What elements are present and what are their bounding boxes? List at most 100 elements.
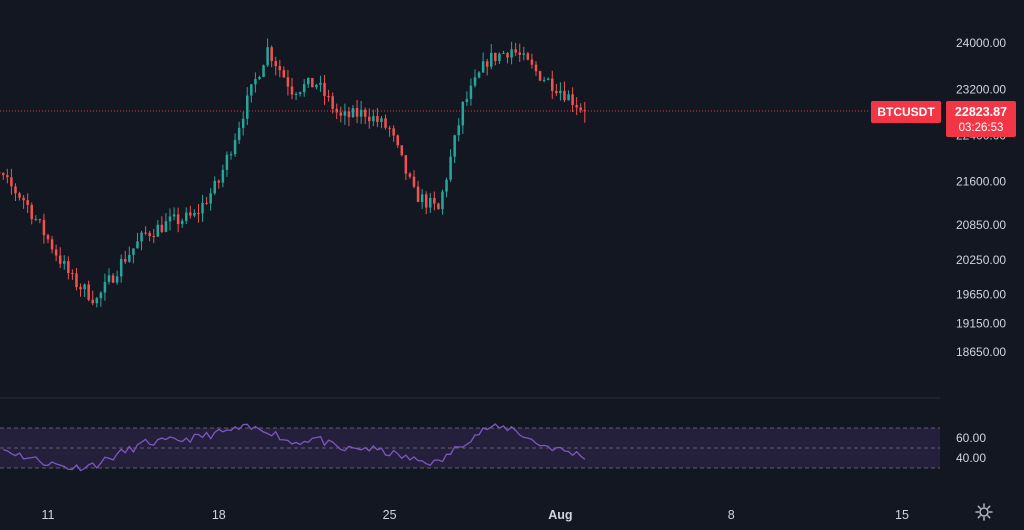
candle-body[interactable]	[579, 107, 582, 111]
candle-body[interactable]	[172, 214, 176, 217]
candle-body[interactable]	[79, 287, 82, 290]
candle-body[interactable]	[583, 110, 587, 112]
candle-body[interactable]	[351, 108, 355, 118]
rsi-axis[interactable]: 60.00 40.00	[956, 431, 986, 465]
candle-body[interactable]	[197, 213, 200, 215]
candle-body[interactable]	[18, 193, 21, 198]
candle-body[interactable]	[518, 52, 521, 55]
candle-body[interactable]	[254, 79, 257, 85]
candle-body[interactable]	[46, 235, 50, 240]
candle-body[interactable]	[473, 77, 477, 86]
candle-body[interactable]	[250, 84, 253, 96]
candle-body[interactable]	[140, 232, 143, 242]
candle-body[interactable]	[262, 65, 265, 77]
candle-body[interactable]	[124, 259, 127, 262]
candle-body[interactable]	[6, 175, 9, 178]
candle-body[interactable]	[99, 292, 103, 299]
candle-body[interactable]	[319, 82, 322, 85]
candle-body[interactable]	[343, 111, 347, 116]
candle-body[interactable]	[160, 224, 164, 232]
candle-body[interactable]	[384, 118, 387, 128]
candle-body[interactable]	[363, 109, 367, 117]
candle-body[interactable]	[571, 94, 574, 106]
candle-body[interactable]	[294, 93, 298, 95]
candle-body[interactable]	[433, 198, 436, 204]
candle-body[interactable]	[63, 261, 66, 264]
candle-body[interactable]	[416, 186, 420, 202]
candle-body[interactable]	[75, 273, 78, 288]
candle-body[interactable]	[514, 49, 517, 53]
candles[interactable]	[0, 38, 587, 308]
candle-body[interactable]	[502, 52, 505, 54]
candle-body[interactable]	[30, 204, 33, 220]
candle-body[interactable]	[22, 197, 25, 201]
candle-body[interactable]	[91, 299, 94, 304]
candle-body[interactable]	[168, 216, 172, 222]
candle-body[interactable]	[522, 53, 526, 55]
candle-body[interactable]	[542, 79, 546, 81]
candle-body[interactable]	[567, 94, 570, 101]
candle-body[interactable]	[71, 273, 74, 275]
candle-body[interactable]	[481, 61, 485, 73]
candle-body[interactable]	[307, 77, 310, 85]
candle-body[interactable]	[453, 135, 456, 157]
candle-body[interactable]	[185, 212, 188, 221]
candle-body[interactable]	[380, 118, 383, 122]
candle-body[interactable]	[404, 155, 408, 174]
candle-body[interactable]	[461, 102, 465, 126]
candle-body[interactable]	[372, 116, 375, 122]
candle-body[interactable]	[246, 95, 249, 119]
candle-body[interactable]	[180, 220, 184, 225]
candle-body[interactable]	[10, 177, 13, 187]
candle-body[interactable]	[274, 61, 277, 67]
candle-body[interactable]	[400, 145, 404, 156]
candle-body[interactable]	[534, 64, 538, 72]
candle-body[interactable]	[209, 193, 212, 204]
candle-body[interactable]	[323, 82, 326, 96]
candle-body[interactable]	[270, 47, 273, 62]
candle-body[interactable]	[359, 109, 363, 117]
candle-body[interactable]	[526, 53, 530, 60]
price-pane[interactable]	[0, 38, 940, 399]
candle-body[interactable]	[347, 111, 351, 118]
candle-body[interactable]	[225, 154, 229, 170]
candle-body[interactable]	[510, 49, 513, 58]
candle-body[interactable]	[229, 154, 233, 156]
candle-body[interactable]	[233, 139, 237, 155]
candle-body[interactable]	[50, 239, 54, 250]
candle-body[interactable]	[144, 232, 147, 234]
candle-body[interactable]	[429, 198, 432, 208]
candle-body[interactable]	[156, 224, 160, 237]
candle-body[interactable]	[546, 78, 550, 80]
candle-body[interactable]	[176, 214, 180, 225]
candle-body[interactable]	[95, 298, 99, 304]
candle-body[interactable]	[103, 281, 107, 293]
candle-body[interactable]	[2, 173, 5, 176]
candle-body[interactable]	[132, 248, 135, 255]
candle-body[interactable]	[368, 116, 371, 122]
candle-body[interactable]	[42, 219, 46, 236]
candle-body[interactable]	[213, 180, 216, 194]
candle-body[interactable]	[67, 261, 70, 274]
price-axis[interactable]: 24000.0023200.0022400.0021600.0020850.00…	[956, 36, 1006, 359]
candle-body[interactable]	[355, 108, 359, 117]
candle-body[interactable]	[538, 71, 542, 81]
candle-body[interactable]	[201, 202, 204, 214]
candle-body[interactable]	[128, 254, 131, 262]
candle-body[interactable]	[115, 276, 119, 283]
candle-body[interactable]	[335, 108, 338, 113]
candle-body[interactable]	[278, 66, 282, 71]
candle-body[interactable]	[136, 241, 139, 249]
candle-body[interactable]	[437, 203, 440, 210]
candle-body[interactable]	[477, 72, 481, 78]
candle-body[interactable]	[575, 105, 578, 108]
candle-body[interactable]	[54, 249, 58, 256]
candle-body[interactable]	[193, 213, 196, 216]
candle-body[interactable]	[449, 156, 452, 180]
candle-body[interactable]	[315, 84, 318, 88]
candle-body[interactable]	[258, 76, 261, 80]
rsi-pane[interactable]	[0, 423, 940, 472]
candle-body[interactable]	[58, 255, 62, 264]
candle-body[interactable]	[412, 176, 416, 187]
